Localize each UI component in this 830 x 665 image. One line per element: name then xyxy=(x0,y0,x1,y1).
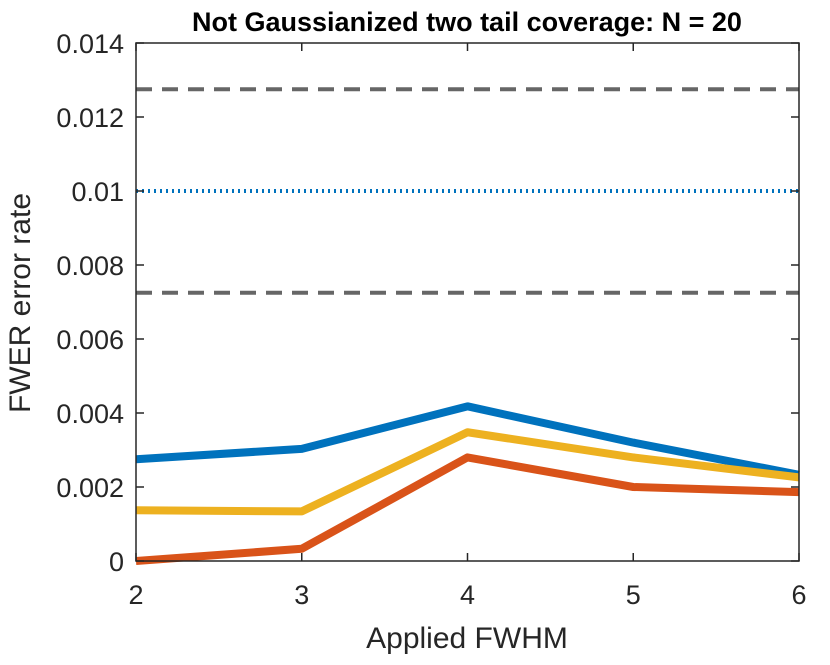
y-tick-label: 0.014 xyxy=(56,29,124,59)
x-tick-label: 4 xyxy=(460,580,475,610)
series-line-1 xyxy=(135,402,800,479)
axes-box xyxy=(135,42,800,562)
plot-area xyxy=(135,87,800,565)
series-line-2 xyxy=(135,428,800,516)
y-tick-label: 0.012 xyxy=(56,103,124,133)
x-tick-label: 2 xyxy=(128,580,143,610)
chart-title: Not Gaussianized two tail coverage: N = … xyxy=(192,7,742,37)
axes: 2 3 4 5 6 0 0.002 0.004 0.006 0.008 0.01 0.012 0.014 xyxy=(56,29,806,610)
y-axis-label: FWER error rate xyxy=(4,193,37,413)
x-tick-label: 5 xyxy=(626,580,641,610)
series-line-3 xyxy=(135,453,800,565)
y-tick-label: 0.006 xyxy=(56,325,124,355)
y-tick-label: 0.004 xyxy=(56,399,124,429)
y-tick-label: 0.002 xyxy=(56,473,124,503)
y-tick-label: 0.01 xyxy=(71,177,124,207)
x-axis-label: Applied FWHM xyxy=(366,622,568,655)
y-tick-label: 0 xyxy=(109,547,124,577)
x-tick-label: 6 xyxy=(791,580,806,610)
y-tick-label: 0.008 xyxy=(56,251,124,281)
x-tick-label: 3 xyxy=(294,580,309,610)
